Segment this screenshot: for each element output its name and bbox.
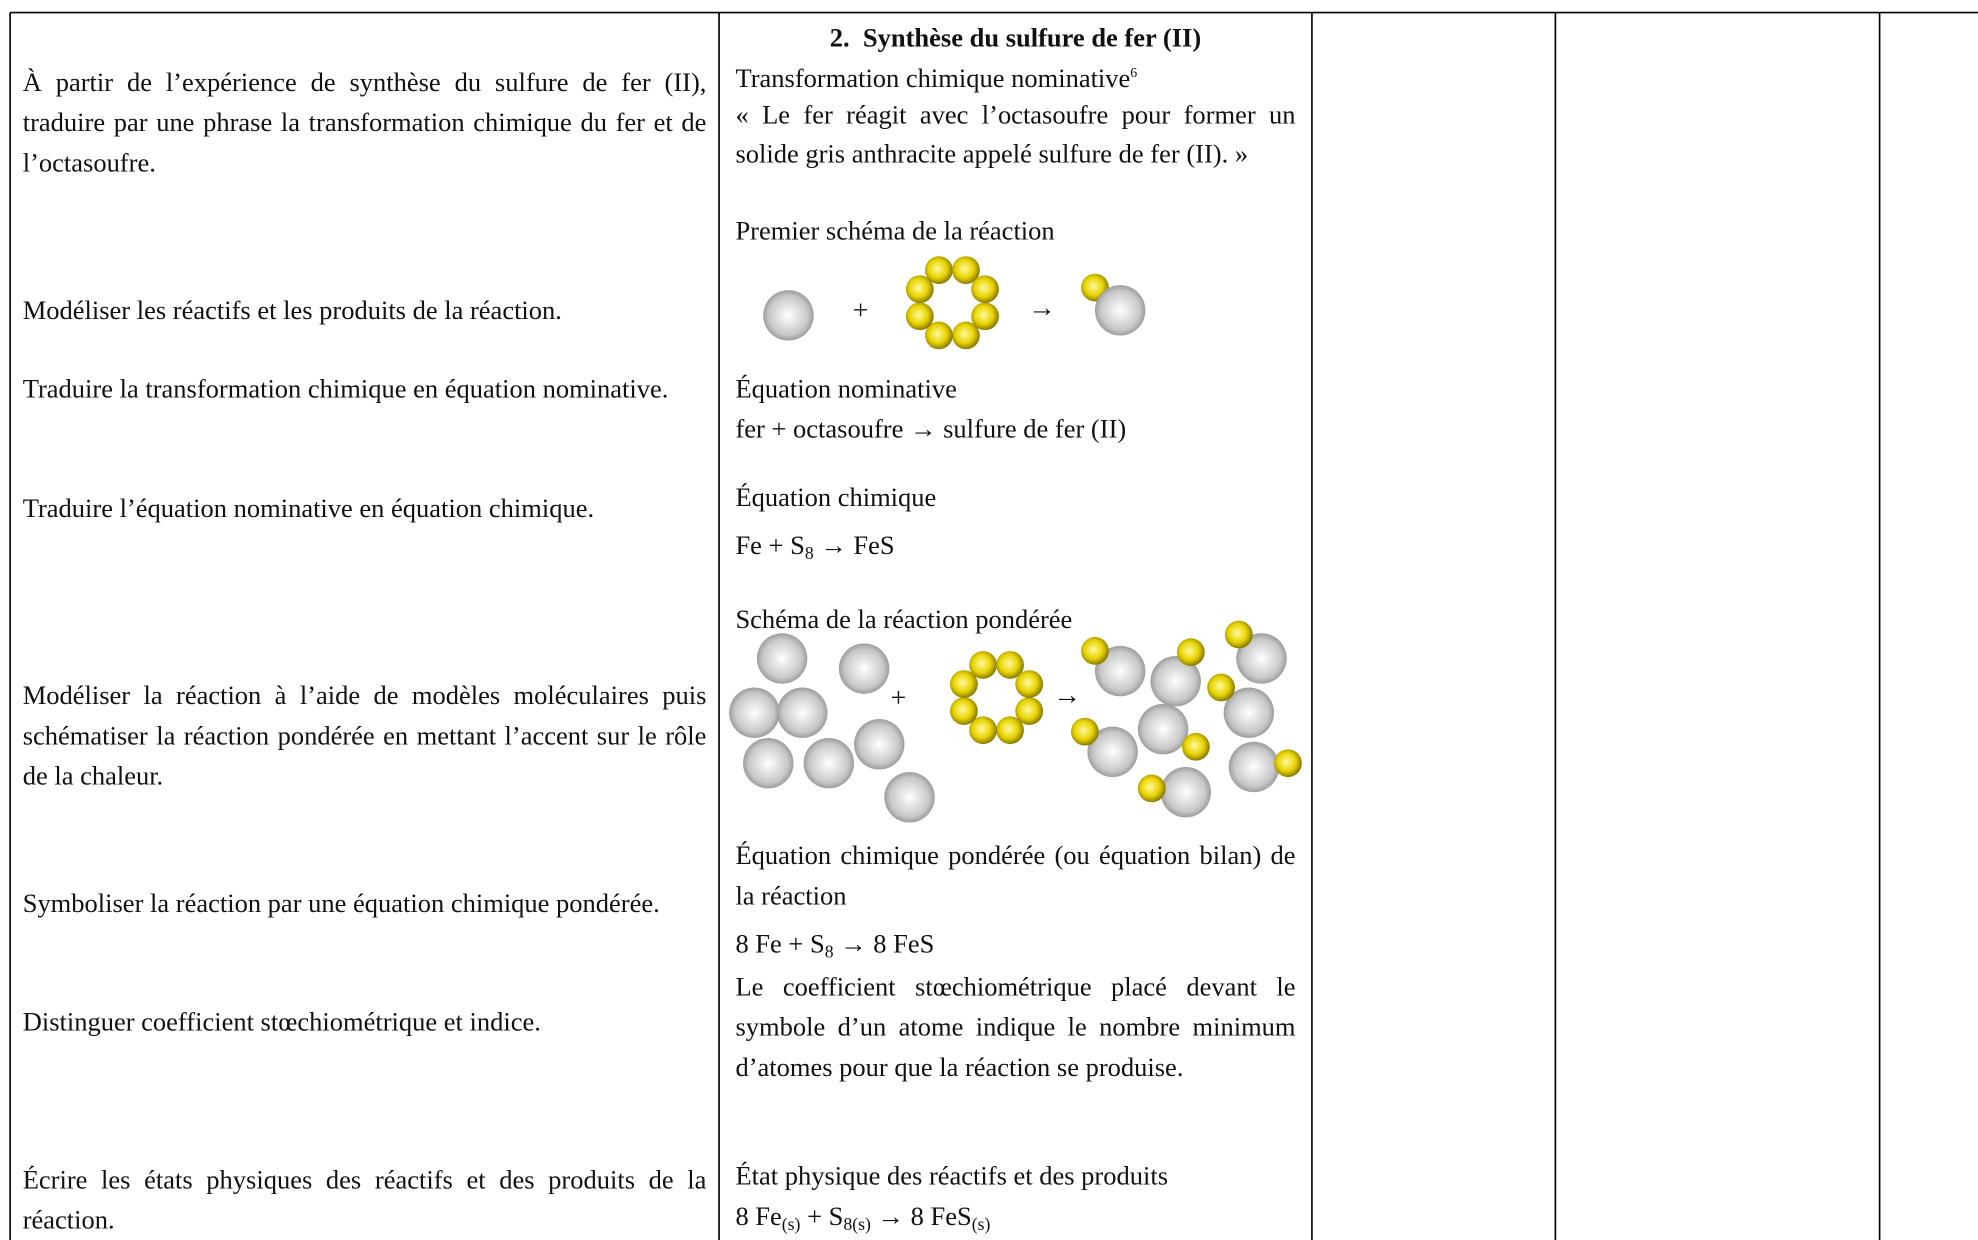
iron-atom [854, 719, 905, 770]
subscript: (s) [971, 1216, 991, 1235]
iron-atom [763, 290, 814, 341]
equation: 8 Fe(s) + S8(s) → 8 FeS(s) [735, 1196, 1295, 1236]
iron-atom [1150, 655, 1201, 707]
iron-atom [1087, 726, 1138, 778]
iron-atom [1228, 741, 1280, 793]
subscript: 8(s) [843, 1216, 871, 1235]
sulfur-atom [925, 256, 953, 284]
subscript: (s) [781, 1216, 801, 1235]
sulfur-atom [1182, 732, 1210, 761]
eq-part: Fe + S [735, 529, 805, 561]
sulfur-atom [996, 716, 1024, 745]
subscript: 8 [804, 544, 814, 564]
iron-atom [1160, 766, 1212, 818]
objective: Symboliser la réaction par une équation … [22, 888, 660, 919]
subtitle: Équation chimique [735, 481, 937, 513]
sulfur-atom [1176, 638, 1205, 667]
iron-atom [884, 772, 935, 823]
iron-atom [756, 633, 808, 684]
subscript: 8 [824, 943, 834, 963]
reaction-arrow: → [1053, 678, 1082, 711]
sulfur-atom [1207, 673, 1235, 702]
sulfur-atom [969, 651, 997, 679]
eq-part: → 8 FeS [870, 1200, 972, 1232]
sulfur-atom [996, 651, 1024, 679]
subtitle: Équation nominative [735, 373, 957, 404]
subtitle: Transformation chimique nominative6 [735, 58, 1295, 98]
section-heading: 2. Synthèse du sulfure de fer (II) [735, 18, 1295, 58]
heading-number: 2. [829, 22, 850, 53]
iron-atom [1236, 633, 1287, 684]
plus-sign: + [890, 681, 907, 713]
objective: Traduire l’équation nominative en équati… [22, 493, 595, 524]
molecule-models [729, 256, 1302, 823]
sulfur-atom [1015, 670, 1044, 698]
plus-sign: + [852, 293, 869, 326]
reaction-arrow: → [1028, 291, 1056, 323]
iron-atom [1094, 645, 1146, 697]
iron-atom [1223, 687, 1275, 738]
iron-atom [1094, 285, 1146, 336]
subtitle-text: Transformation chimique nominative [735, 63, 1131, 94]
sulfur-atom [1070, 717, 1099, 746]
equation: fer + octasoufre → sulfure de fer (II) [735, 413, 1127, 445]
sulfur-atom [1015, 697, 1044, 725]
sulfur-atom [905, 302, 934, 331]
objective: Modéliser la réaction à l’aide de modèle… [22, 679, 707, 791]
sulfur-atom [971, 302, 999, 331]
eq-part: + S [800, 1200, 844, 1232]
objective: Traduire la transformation chimique en é… [22, 373, 669, 404]
iron-atom [1137, 703, 1189, 755]
sulfur-atom [1137, 774, 1166, 803]
objective: Écrire les états physiques des réactifs … [22, 1164, 707, 1235]
eq-part: 8 Fe [735, 1200, 782, 1232]
subtitle: Équation chimique pondérée (ou équation … [735, 840, 1296, 911]
iron-atom [777, 687, 828, 738]
iron-atom [743, 737, 794, 789]
sulfur-atom [950, 670, 978, 698]
sulfur-atom [952, 321, 980, 350]
eq-part: → FeS [813, 529, 895, 561]
sulfur-atom [952, 256, 980, 284]
subtitle: Premier schéma de la réaction [735, 215, 1055, 246]
iron-atom [838, 643, 890, 694]
iron-atom [729, 687, 780, 738]
sulfur-atom [969, 716, 997, 745]
subtitle: État physique des réactifs et des produi… [735, 1160, 1169, 1191]
subtitle: Schéma de la réaction pondérée [735, 604, 1073, 635]
heading-text: Synthèse du sulfure de fer (II) [862, 22, 1202, 53]
equation: Fe + S8 → FeS [735, 525, 1295, 565]
sulfur-atom [905, 275, 934, 304]
equation: 8 Fe + S8 → 8 FeS [735, 923, 1295, 963]
sulfur-atom [1081, 637, 1109, 665]
sulfur-atom [971, 275, 999, 304]
iron-atom [803, 737, 855, 789]
sulfur-atom [1224, 620, 1253, 649]
objective: Modéliser les réactifs et les produits d… [22, 295, 562, 326]
objective: Distinguer coefficient stœchiométrique e… [22, 1006, 541, 1037]
sulfur-atom [925, 321, 953, 350]
explanation: Le coefficient stœchiométrique placé dev… [735, 971, 1296, 1083]
eq-part: 8 Fe + S [735, 928, 825, 959]
eq-part: → 8 FeS [833, 928, 935, 959]
quote: « Le fer réagit avec l’octasoufre pour f… [735, 99, 1296, 169]
sulfur-atom [1274, 749, 1302, 778]
objective: À partir de l’expérience de synthèse du … [22, 66, 707, 178]
footnote-ref: 6 [1130, 65, 1138, 81]
sulfur-atom [950, 697, 978, 725]
